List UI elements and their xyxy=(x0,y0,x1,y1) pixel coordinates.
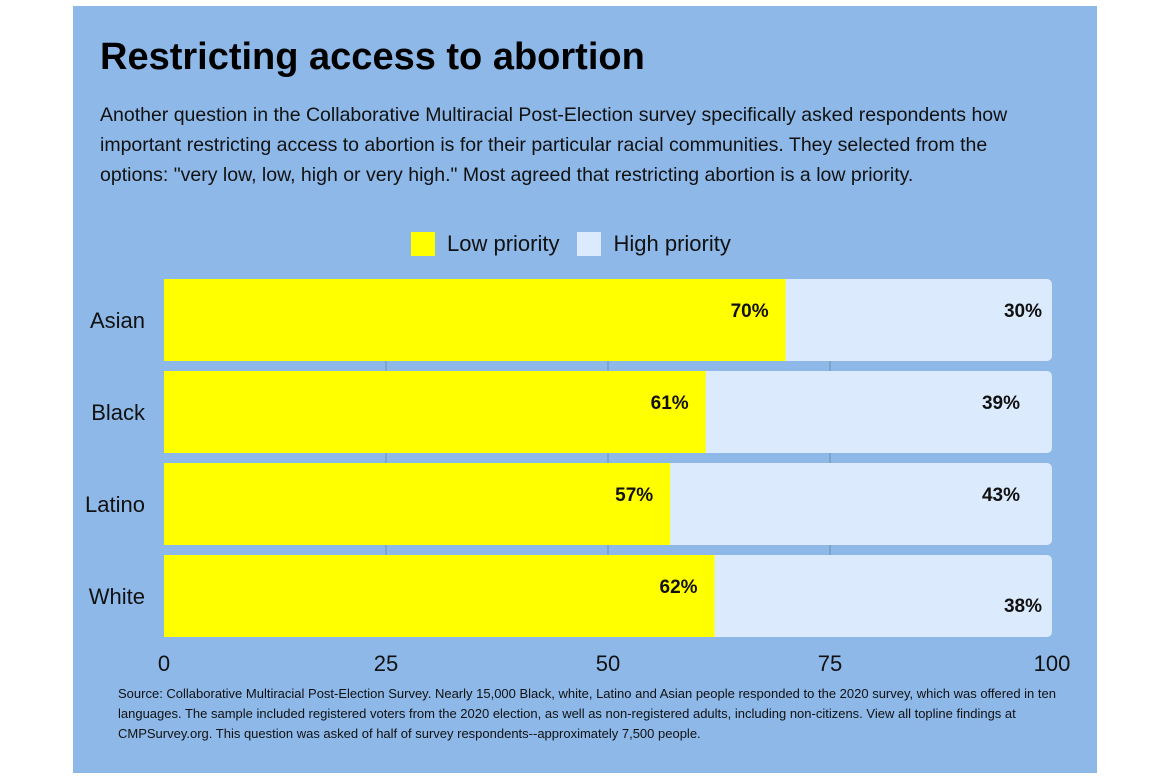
legend-swatch-high xyxy=(577,232,602,256)
bar-low-priority xyxy=(164,371,706,453)
bar-high-priority xyxy=(779,279,1052,361)
category-label: Asian xyxy=(90,308,145,333)
data-label-high: 30% xyxy=(1004,301,1042,322)
data-label-high: 39% xyxy=(982,393,1020,414)
bar-low-priority xyxy=(164,463,671,545)
legend: Low priority High priority xyxy=(411,231,731,257)
legend-label-high: High priority xyxy=(613,231,731,256)
x-tick-label: 0 xyxy=(158,651,170,676)
bar-low-priority xyxy=(164,555,715,637)
category-label: Latino xyxy=(85,492,145,517)
source-note: Source: Collaborative Multiracial Post-E… xyxy=(118,686,1056,741)
legend-swatch-low xyxy=(411,232,435,256)
data-label-low: 70% xyxy=(731,301,769,322)
x-tick-label: 100 xyxy=(1034,651,1071,676)
data-label-high: 38% xyxy=(1004,596,1042,617)
category-label: Black xyxy=(91,400,146,425)
data-label-low: 61% xyxy=(651,393,689,414)
bar-high-priority xyxy=(699,371,1052,453)
data-label-high: 43% xyxy=(982,485,1020,506)
data-label-low: 57% xyxy=(615,485,653,506)
chart-subtitle: Another question in the Collaborative Mu… xyxy=(100,104,1008,186)
x-tick-label: 25 xyxy=(374,651,398,676)
bar-high-priority xyxy=(664,463,1052,545)
category-label: White xyxy=(89,584,145,609)
x-tick-label: 75 xyxy=(818,651,842,676)
chart-title: Restricting access to abortion xyxy=(100,36,645,78)
bar-low-priority xyxy=(164,279,786,361)
x-tick-label: 50 xyxy=(596,651,620,676)
data-label-low: 62% xyxy=(660,577,698,598)
bar-high-priority xyxy=(708,555,1052,637)
legend-label-low: Low priority xyxy=(447,231,560,256)
